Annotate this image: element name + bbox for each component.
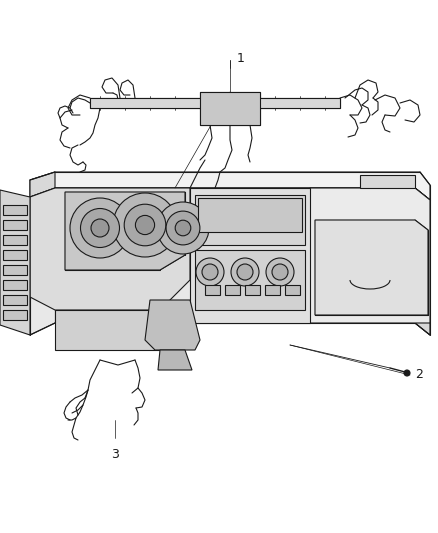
Polygon shape (310, 188, 430, 323)
Polygon shape (145, 300, 200, 350)
Circle shape (91, 219, 109, 237)
Circle shape (157, 202, 209, 254)
Polygon shape (3, 280, 27, 290)
Polygon shape (285, 285, 300, 295)
Circle shape (231, 258, 259, 286)
Polygon shape (3, 265, 27, 275)
Polygon shape (3, 220, 27, 230)
Polygon shape (90, 98, 340, 108)
Text: 1: 1 (237, 52, 245, 64)
Polygon shape (65, 192, 185, 270)
Polygon shape (360, 175, 415, 188)
Circle shape (272, 264, 288, 280)
Polygon shape (3, 295, 27, 305)
Circle shape (166, 211, 200, 245)
Polygon shape (195, 250, 305, 310)
Circle shape (404, 370, 410, 376)
Polygon shape (200, 92, 260, 125)
Polygon shape (55, 310, 160, 350)
Polygon shape (198, 198, 302, 232)
Polygon shape (30, 172, 430, 200)
Polygon shape (30, 188, 190, 310)
Polygon shape (190, 188, 310, 323)
Polygon shape (30, 188, 430, 335)
Circle shape (81, 208, 120, 247)
Text: 2: 2 (415, 368, 423, 382)
Circle shape (175, 220, 191, 236)
Circle shape (135, 215, 155, 235)
Circle shape (202, 264, 218, 280)
Polygon shape (195, 195, 305, 245)
Polygon shape (3, 235, 27, 245)
Circle shape (70, 198, 130, 258)
Polygon shape (415, 188, 430, 335)
Polygon shape (225, 285, 240, 295)
Polygon shape (265, 285, 280, 295)
Polygon shape (205, 285, 220, 295)
Circle shape (196, 258, 224, 286)
Circle shape (266, 258, 294, 286)
Polygon shape (158, 350, 192, 370)
Text: 3: 3 (111, 448, 119, 461)
Polygon shape (0, 190, 30, 335)
Polygon shape (315, 220, 428, 315)
Polygon shape (245, 285, 260, 295)
Circle shape (113, 193, 177, 257)
Circle shape (124, 204, 166, 246)
Polygon shape (3, 250, 27, 260)
Polygon shape (3, 310, 27, 320)
Polygon shape (30, 172, 55, 197)
Polygon shape (3, 205, 27, 215)
Circle shape (237, 264, 253, 280)
